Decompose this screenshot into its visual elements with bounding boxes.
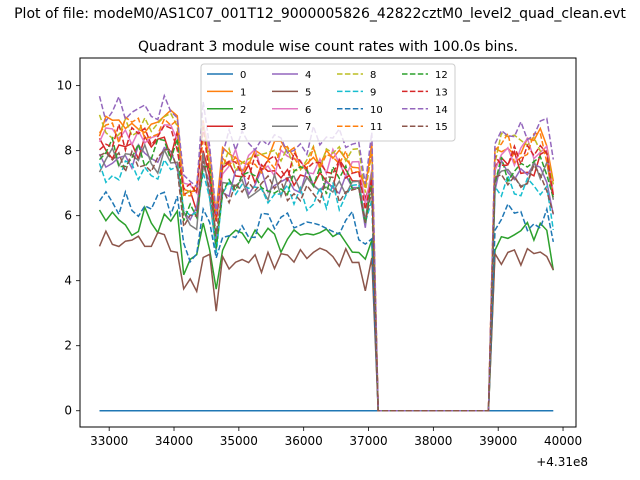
x-tick-label: 35000 xyxy=(220,434,258,448)
x-tick-label: 33000 xyxy=(90,434,128,448)
legend-label-0: 0 xyxy=(240,70,246,81)
legend-box xyxy=(200,63,456,142)
series-line-9 xyxy=(98,158,555,412)
y-tick-label: 10 xyxy=(57,79,72,93)
legend-label-7: 7 xyxy=(305,122,311,133)
y-tick-label: 8 xyxy=(64,144,72,158)
x-tick-label: 37000 xyxy=(349,434,387,448)
chart-title: Quadrant 3 module wise count rates with … xyxy=(138,39,518,55)
series-line-14 xyxy=(98,93,555,412)
y-tick-label: 6 xyxy=(64,209,72,223)
legend-label-1: 1 xyxy=(240,87,246,98)
legend-label-3: 3 xyxy=(240,122,246,133)
x-tick-label: 34000 xyxy=(155,434,193,448)
legend-label-14: 14 xyxy=(435,105,448,116)
series-line-11 xyxy=(98,115,555,412)
series-line-6 xyxy=(98,123,555,412)
x-offset-label: +4.31e8 xyxy=(536,455,588,469)
series-lines xyxy=(98,93,555,412)
legend-label-9: 9 xyxy=(370,87,376,98)
y-axis: 0 2 4 6 8 10 xyxy=(57,79,80,418)
y-tick-label: 0 xyxy=(64,404,72,418)
series-line-4 xyxy=(98,143,555,412)
series-line-15 xyxy=(99,148,555,412)
series-line-10 xyxy=(98,189,555,412)
y-tick-label: 2 xyxy=(64,339,72,353)
x-tick-label: 36000 xyxy=(285,434,323,448)
legend-label-15: 15 xyxy=(435,122,448,133)
legend-label-4: 4 xyxy=(305,70,311,81)
legend-label-13: 13 xyxy=(435,87,448,98)
legend-label-12: 12 xyxy=(435,70,448,81)
series-line-7 xyxy=(98,142,555,412)
legend-label-5: 5 xyxy=(305,87,311,98)
series-line-13 xyxy=(99,121,555,412)
legend-label-10: 10 xyxy=(370,105,383,116)
legend-label-8: 8 xyxy=(370,70,376,81)
series-line-2 xyxy=(98,204,555,412)
x-axis: 33000 34000 35000 36000 37000 38000 39000 40000 xyxy=(90,427,582,448)
legend-label-6: 6 xyxy=(305,105,311,116)
x-tick-label: 39000 xyxy=(479,434,517,448)
legend-label-2: 2 xyxy=(240,105,246,116)
series-line-5 xyxy=(98,229,554,412)
series-line-12 xyxy=(98,136,555,412)
plot-frame xyxy=(79,57,577,428)
legend-label-11: 11 xyxy=(370,122,383,133)
y-tick-label: 4 xyxy=(64,274,72,288)
x-tick-label: 40000 xyxy=(544,434,582,448)
x-tick-label: 38000 xyxy=(414,434,452,448)
chart-suptitle: Plot of file: modeM0/AS1C07_001T12_90000… xyxy=(14,6,626,22)
